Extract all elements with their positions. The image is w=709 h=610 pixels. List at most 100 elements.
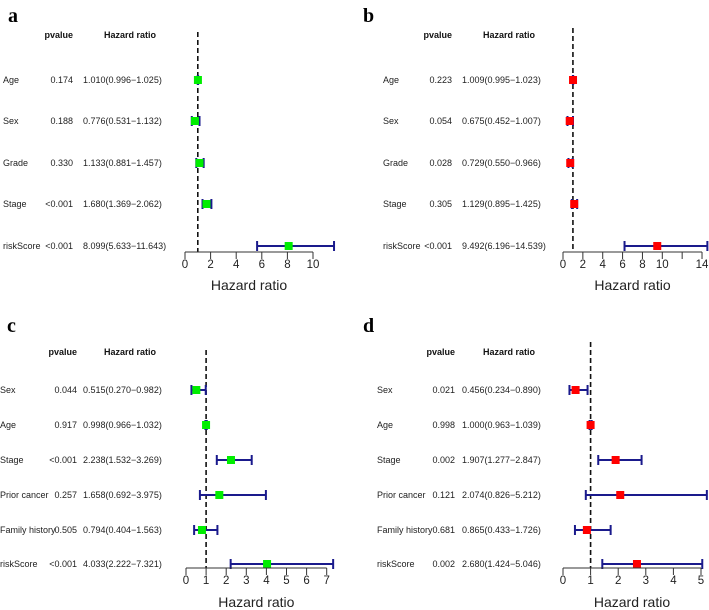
row-pvalue: 0.505: [54, 525, 77, 535]
row-label: Stage: [383, 199, 407, 209]
forest-row: Sex 0.054 0.675(0.452−1.007): [383, 116, 574, 126]
row-label: Age: [377, 420, 393, 430]
row-hazard-ratio: 1.000(0.963−1.039): [462, 420, 541, 430]
x-axis-title: Hazard ratio: [594, 594, 670, 610]
row-hazard-ratio: 1.133(0.881−1.457): [83, 158, 162, 168]
hazard-ratio-point: [190, 117, 199, 125]
row-label: Family history: [0, 525, 56, 535]
hazard-ratio-point: [569, 76, 578, 84]
forest-row: riskScore <0.001 4.033(2.222−7.321): [0, 559, 335, 569]
row-label: riskScore: [3, 241, 41, 251]
row-label: Grade: [3, 158, 28, 168]
row-label: Sex: [3, 116, 19, 126]
row-pvalue: 0.998: [432, 420, 455, 430]
forest-row: Stage 0.002 1.907(1.277−2.847): [377, 455, 643, 465]
hazard-ratio-point: [202, 421, 211, 429]
pvalue-header: pvalue: [44, 30, 73, 40]
forest-row: Stage <0.001 2.238(1.532−3.269): [0, 455, 253, 465]
x-tick-label: 6: [619, 259, 625, 271]
forest-row: riskScore <0.001 9.492(6.196−14.539): [383, 241, 709, 251]
x-axis-title: Hazard ratio: [218, 594, 294, 610]
row-label: Age: [3, 75, 19, 85]
hazard-ratio-point: [565, 117, 574, 125]
forest-row: Stage <0.001 1.680(1.369−2.062): [3, 199, 213, 209]
panel-a: a pvalue Hazard ratio Age 0.174 1.010(0.996−1…: [3, 5, 336, 293]
row-hazard-ratio: 1.680(1.369−2.062): [83, 199, 162, 209]
forest-row: Grade 0.028 0.729(0.550−0.966): [383, 158, 575, 168]
forest-row: riskScore 0.002 2.680(1.424−5.046): [377, 559, 704, 569]
forest-row: Prior cancer 0.257 1.658(0.692−3.975): [0, 490, 267, 500]
row-label: Sex: [0, 385, 16, 395]
hazard-ratio-point: [570, 200, 579, 208]
row-hazard-ratio: 1.009(0.995−1.023): [462, 75, 541, 85]
row-hazard-ratio: 2.680(1.424−5.046): [462, 559, 541, 569]
x-tick-label: 4: [670, 575, 677, 587]
row-label: Age: [0, 420, 16, 430]
row-label: riskScore: [0, 559, 38, 569]
row-pvalue: <0.001: [45, 199, 73, 209]
hazard-ratio-header: Hazard ratio: [483, 30, 536, 40]
row-label: Stage: [377, 455, 401, 465]
forest-row: Sex 0.044 0.515(0.270−0.982): [0, 385, 207, 395]
row-hazard-ratio: 4.033(2.222−7.321): [83, 559, 162, 569]
forest-row: Age 0.998 1.000(0.963−1.039): [377, 420, 595, 430]
panel-label: b: [363, 5, 374, 27]
x-tick-label: 3: [243, 575, 249, 587]
x-tick-label: 2: [223, 575, 229, 587]
row-pvalue: 0.223: [429, 75, 452, 85]
x-tick-label: 8: [639, 259, 645, 271]
row-pvalue: 0.188: [50, 116, 73, 126]
x-tick-label: 1: [203, 575, 209, 587]
row-pvalue: <0.001: [424, 241, 452, 251]
x-tick-label: 7: [323, 575, 329, 587]
x-tick-label: 5: [698, 575, 704, 587]
x-tick-label: 0: [183, 575, 189, 587]
x-tick-label: 3: [643, 575, 649, 587]
x-tick-label: 10: [307, 259, 320, 271]
row-hazard-ratio: 0.865(0.433−1.726): [462, 525, 541, 535]
panel-label: d: [363, 315, 374, 337]
x-tick-label: 2: [207, 259, 213, 271]
x-axis-title: Hazard ratio: [211, 277, 287, 293]
hazard-ratio-point: [195, 159, 204, 167]
hazard-ratio-point: [611, 456, 620, 464]
x-tick-label: 0: [182, 259, 188, 271]
x-tick-label: 6: [259, 259, 265, 271]
hazard-ratio-point: [192, 386, 201, 394]
row-pvalue: <0.001: [45, 241, 73, 251]
hazard-ratio-point: [566, 159, 575, 167]
row-pvalue: 0.174: [50, 75, 73, 85]
row-hazard-ratio: 1.129(0.895−1.425): [462, 199, 541, 209]
hazard-ratio-point: [571, 386, 580, 394]
x-axis-title: Hazard ratio: [594, 277, 670, 293]
row-pvalue: 0.021: [432, 385, 455, 395]
hazard-ratio-point: [586, 421, 595, 429]
pvalue-header: pvalue: [48, 347, 77, 357]
row-hazard-ratio: 8.099(5.633−11.643): [83, 241, 166, 251]
hazard-ratio-point: [197, 526, 206, 534]
row-pvalue: 0.305: [429, 199, 452, 209]
hazard-ratio-point: [263, 560, 272, 568]
row-hazard-ratio: 0.998(0.966−1.032): [83, 420, 162, 430]
hazard-ratio-point: [202, 200, 211, 208]
row-label: Sex: [377, 385, 393, 395]
row-hazard-ratio: 1.010(0.996−1.025): [83, 75, 162, 85]
x-tick-label: 4: [233, 259, 240, 271]
row-label: riskScore: [377, 559, 415, 569]
row-pvalue: 0.002: [432, 455, 455, 465]
row-hazard-ratio: 0.776(0.531−1.132): [83, 116, 162, 126]
row-label: Family history: [377, 525, 433, 535]
panel-label: c: [7, 315, 16, 337]
forest-row: Age 0.174 1.010(0.996−1.025): [3, 75, 202, 85]
hazard-ratio-point: [632, 560, 641, 568]
hazard-ratio-header: Hazard ratio: [104, 30, 157, 40]
row-label: Prior cancer: [377, 490, 426, 500]
x-tick-label: 2: [615, 575, 621, 587]
forest-row: Stage 0.305 1.129(0.895−1.425): [383, 199, 579, 209]
row-label: Sex: [383, 116, 399, 126]
forest-row: Grade 0.330 1.133(0.881−1.457): [3, 158, 205, 168]
x-tick-label: 0: [560, 259, 566, 271]
row-hazard-ratio: 0.675(0.452−1.007): [462, 116, 541, 126]
row-pvalue: 0.917: [54, 420, 77, 430]
